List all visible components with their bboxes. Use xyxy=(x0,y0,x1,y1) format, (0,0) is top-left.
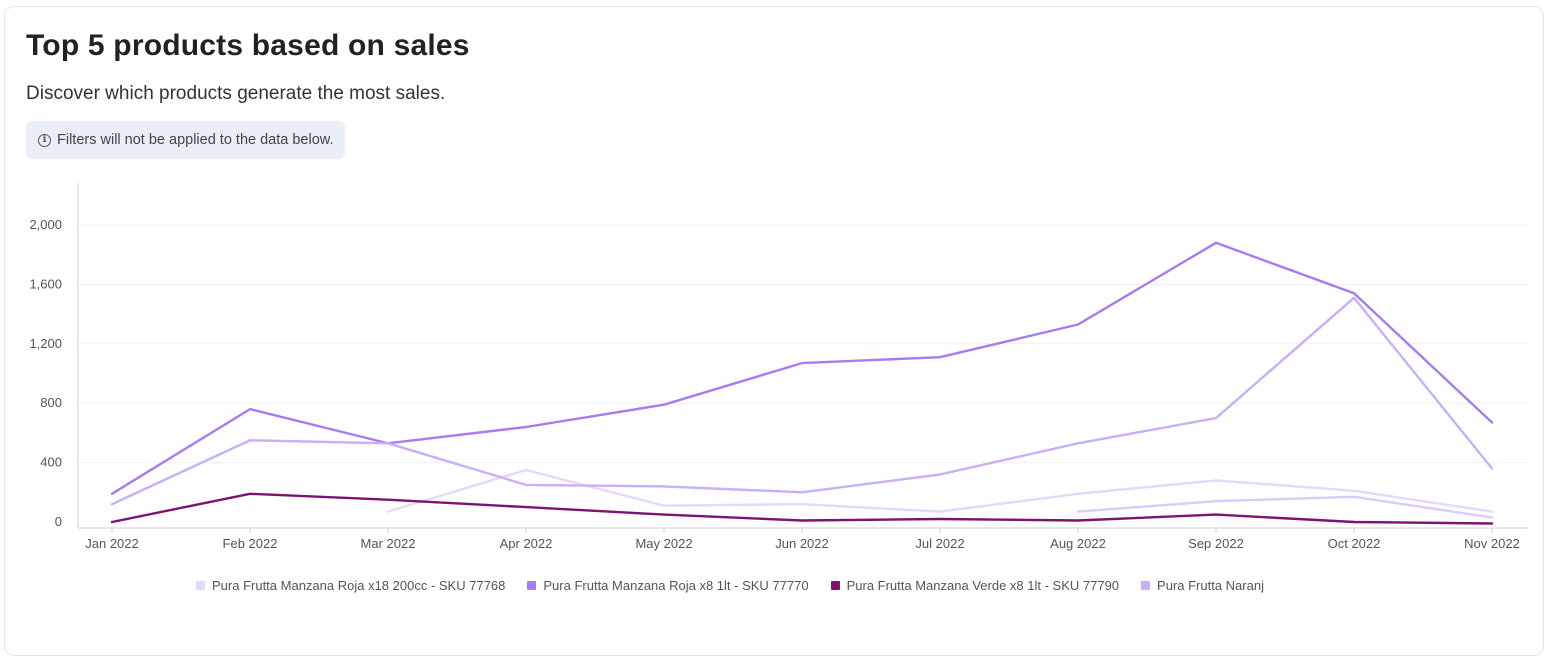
legend-item[interactable]: Pura Frutta Manzana Roja x18 200cc - SKU… xyxy=(196,578,505,593)
legend-label: Pura Frutta Manzana Verde x8 1lt - SKU 7… xyxy=(846,578,1120,593)
x-tick-label: Aug 2022 xyxy=(1050,536,1106,551)
y-tick-label: 1,600 xyxy=(29,276,62,291)
info-icon: i xyxy=(38,133,51,147)
legend-item[interactable]: Pura Frutta Manzana Roja x8 1lt - SKU 77… xyxy=(527,578,809,593)
y-tick-label: 1,200 xyxy=(29,336,62,351)
chart-grid xyxy=(78,224,1528,464)
y-tick-label: 0 xyxy=(55,514,62,529)
x-tick-label: Feb 2022 xyxy=(223,536,278,551)
series-line-1 xyxy=(386,468,1494,513)
x-tick-label: May 2022 xyxy=(635,536,692,551)
x-axis-ticks: Jan 2022 Feb 2022 Mar 2022 Apr 2022 May 2022… xyxy=(85,528,1520,551)
x-tick-label: Sep 2022 xyxy=(1188,536,1244,551)
legend-swatch xyxy=(196,581,205,590)
y-axis-ticks: 0 400 800 1,200 1,600 2,000 xyxy=(29,217,62,529)
legend-item[interactable]: Pura Frutta Manzana Verde x8 1lt - SKU 7… xyxy=(830,578,1120,593)
y-tick-label: 2,000 xyxy=(29,217,62,232)
x-tick-label: Nov 2022 xyxy=(1464,536,1520,551)
x-tick-label: Apr 2022 xyxy=(500,536,553,551)
x-tick-label: Jun 2022 xyxy=(775,536,829,551)
y-tick-label: 400 xyxy=(40,455,62,470)
x-tick-label: Mar 2022 xyxy=(361,536,416,551)
y-tick-label: 800 xyxy=(40,395,62,410)
legend-label: Pura Frutta Manzana Roja x18 200cc - SKU… xyxy=(212,578,506,593)
legend-swatch xyxy=(830,581,840,590)
chart-legend: Pura Frutta Manzana Roja x18 200cc - SKU… xyxy=(196,578,1264,593)
x-tick-label: Jan 2022 xyxy=(85,536,139,551)
page-title: Top 5 products based on sales xyxy=(26,29,470,62)
page-subtitle: Discover which products generate the mos… xyxy=(26,83,446,104)
x-tick-label: Jul 2022 xyxy=(915,536,964,551)
chart-series xyxy=(110,241,1494,525)
filters-notice: i Filters will not be applied to the dat… xyxy=(26,121,346,159)
chart-card: Top 5 products based on sales Discover w… xyxy=(4,6,1544,656)
legend-label: Pura Frutta Manzana Roja x8 1lt - SKU 77… xyxy=(543,578,809,593)
legend-item[interactable]: Pura Frutta Naranj xyxy=(1141,578,1264,593)
legend-swatch xyxy=(527,581,537,590)
filters-notice-text: Filters will not be applied to the data … xyxy=(57,132,334,148)
series-line-5 xyxy=(1076,495,1494,519)
chart-axes xyxy=(77,183,1528,529)
legend-label: Pura Frutta Naranj xyxy=(1157,578,1264,593)
x-tick-label: Oct 2022 xyxy=(1328,536,1381,551)
series-line-3 xyxy=(110,492,1494,525)
legend-swatch xyxy=(1141,581,1151,590)
series-line-2 xyxy=(110,241,1494,495)
series-line-4 xyxy=(110,296,1494,506)
